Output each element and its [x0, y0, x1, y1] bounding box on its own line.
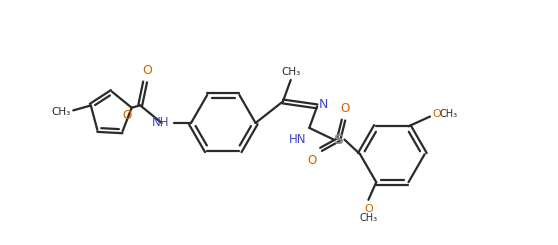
Text: CH₃: CH₃ — [440, 109, 458, 119]
Text: S: S — [334, 133, 344, 147]
Text: CH₃: CH₃ — [281, 67, 300, 77]
Text: O: O — [432, 109, 441, 119]
Text: O: O — [123, 109, 132, 122]
Text: N: N — [319, 98, 329, 111]
Text: O: O — [142, 64, 152, 77]
Text: O: O — [341, 102, 350, 115]
Text: HN: HN — [289, 133, 306, 146]
Text: O: O — [364, 204, 373, 214]
Text: NH: NH — [152, 116, 170, 130]
Text: CH₃: CH₃ — [359, 213, 378, 223]
Text: CH₃: CH₃ — [51, 107, 70, 117]
Text: O: O — [307, 154, 316, 167]
